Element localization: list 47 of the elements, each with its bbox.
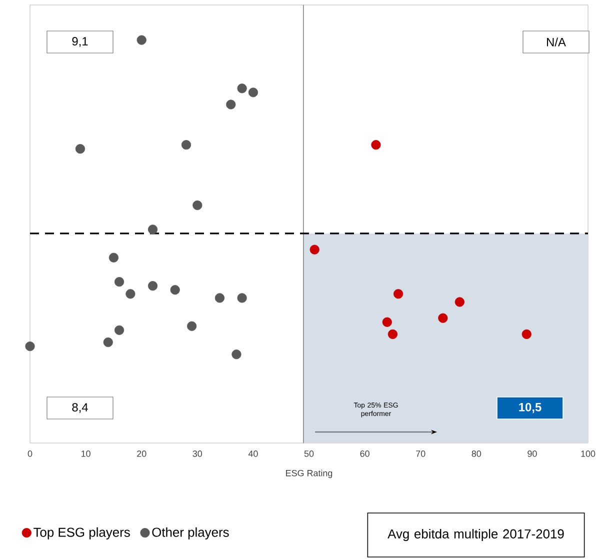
annotation: 10,5: [519, 402, 542, 414]
x-tick-label: 30: [192, 450, 202, 457]
x-tick-label: 80: [472, 450, 482, 457]
x-tick-label: 70: [416, 450, 426, 457]
x-tick-label: 60: [360, 450, 370, 457]
x-tick-label: 40: [248, 450, 258, 457]
x-tick-label: 10: [82, 450, 90, 457]
point: [237, 84, 247, 94]
legend-label: Top ESG players: [34, 527, 130, 540]
point: [522, 329, 532, 339]
point: [214, 293, 225, 303]
x-tick-label: 0: [28, 450, 32, 457]
legend-label: Other players: [152, 527, 229, 540]
annotation: 8,4: [72, 403, 88, 413]
point: [454, 297, 464, 307]
text: Avg ebitda multiple 2017-2019: [388, 528, 564, 542]
point: [438, 313, 448, 323]
annotation: N/A: [547, 38, 566, 46]
point: [248, 88, 258, 98]
point: [226, 100, 236, 110]
point: [237, 293, 247, 303]
point: [75, 144, 86, 154]
x-tick-label: 50: [304, 450, 314, 457]
point: [181, 140, 192, 150]
point: [108, 252, 118, 262]
point: [232, 350, 242, 360]
point: [382, 317, 392, 327]
point: [126, 289, 136, 299]
point: [148, 281, 158, 291]
point: [388, 329, 398, 339]
point: [148, 224, 158, 234]
point: [114, 325, 124, 335]
point: [103, 337, 113, 348]
x-tick-label: 90: [528, 450, 537, 457]
annotation: 9,1: [72, 37, 88, 47]
point: [25, 341, 35, 352]
point: [114, 277, 124, 287]
point: [371, 140, 381, 150]
point: [136, 35, 146, 45]
point: [310, 244, 320, 254]
point: [187, 321, 197, 331]
point: [393, 289, 404, 299]
point: [192, 200, 202, 210]
x-axis-title: ESG Rating: [286, 470, 332, 478]
x-tick-label: 20: [137, 450, 146, 457]
point: [170, 285, 180, 295]
x-tick-label: 100: [581, 450, 596, 457]
